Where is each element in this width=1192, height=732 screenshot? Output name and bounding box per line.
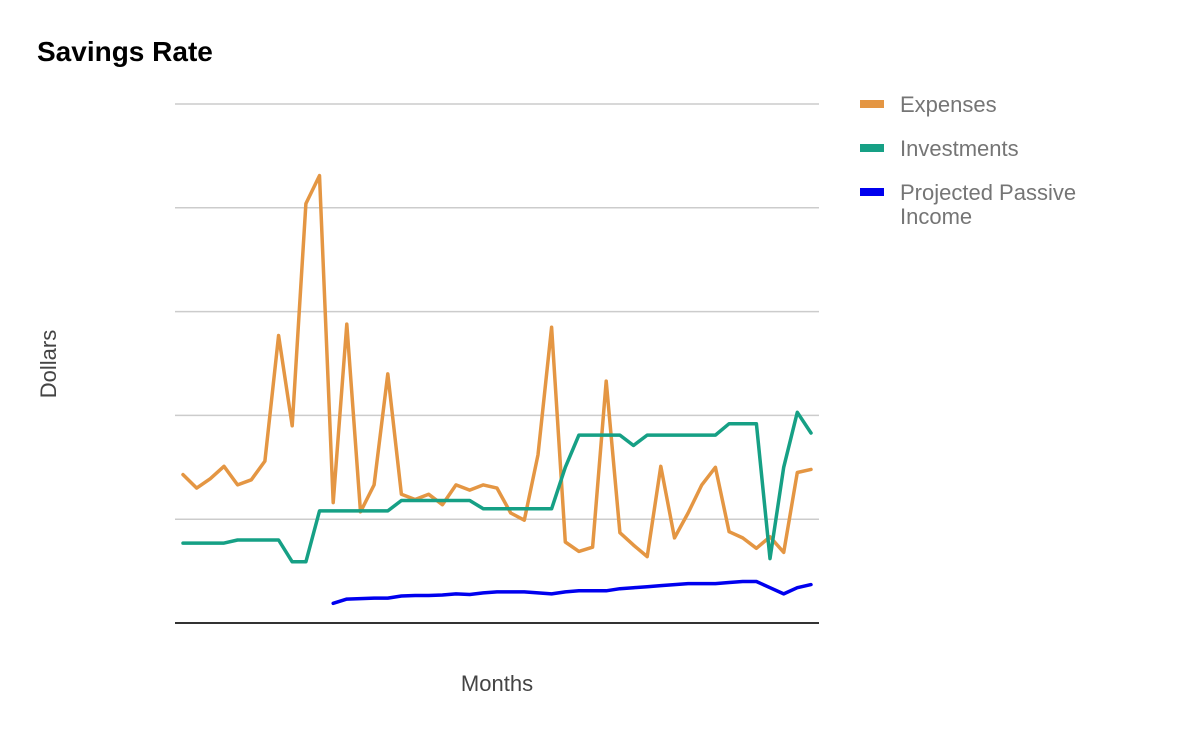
series-layer xyxy=(181,173,813,606)
series-line-projected-passive-income xyxy=(331,579,813,606)
series-line-expenses xyxy=(181,173,813,559)
legend-swatch xyxy=(860,100,884,108)
legend-swatch xyxy=(860,188,884,196)
chart-title: Savings Rate xyxy=(37,36,213,67)
legend-item-expenses: Expenses xyxy=(860,92,997,117)
gridlines xyxy=(175,103,819,624)
y-axis-label: Dollars xyxy=(36,330,61,398)
legend-item-investments: Investments xyxy=(860,136,1019,161)
legend-label: Expenses xyxy=(900,92,997,117)
x-axis-label: Months xyxy=(461,671,533,696)
series-line-investments xyxy=(181,410,813,564)
legend-item-projected-passive-income: Projected Passive Income xyxy=(860,180,1076,229)
legend-label: Investments xyxy=(900,136,1019,161)
legend: Expenses Investments Projected Passive Inco… xyxy=(860,92,1076,229)
legend-swatch xyxy=(860,144,884,152)
legend-label: Projected Passive Income xyxy=(900,180,1076,229)
